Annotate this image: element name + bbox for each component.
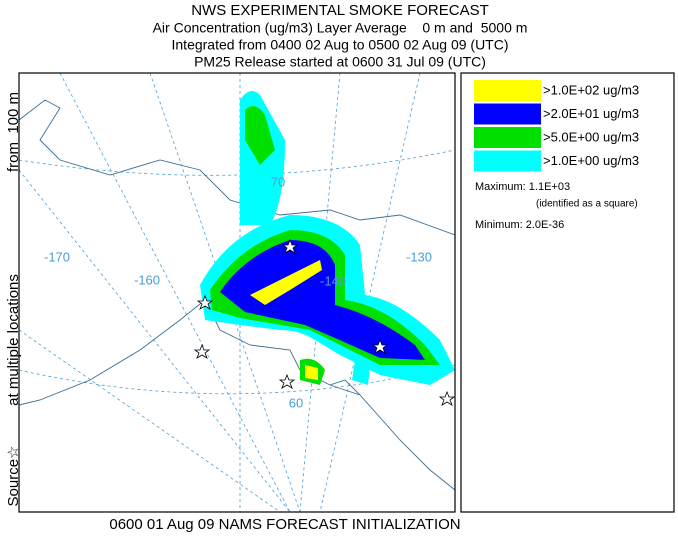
map: 70 -170 -160 -140 -130 60 [18, 72, 456, 513]
subtitle: Air Concentration (ug/m3) Layer Average … [153, 20, 528, 36]
maximum: Maximum: 1.1E+03 [475, 181, 570, 193]
legend-swatch [474, 150, 541, 172]
maximum-note: (identified as a square) [536, 199, 638, 210]
legend-swatch [474, 80, 541, 101]
plume [250, 260, 322, 305]
subtitle: PM25 Release started at 0600 31 Jul 09 (… [194, 54, 486, 70]
graticule-label: 70 [271, 174, 285, 189]
legend-label: >1.0E+02 ug/m3 [543, 82, 639, 97]
source-markers [193, 238, 455, 406]
minimum: Minimum: 2.0E-36 [475, 219, 564, 231]
side-label-part: from 100 m [5, 92, 22, 172]
legend-label: >2.0E+01 ug/m3 [543, 106, 639, 121]
plume [352, 360, 370, 385]
graticule-label: -170 [44, 249, 70, 264]
legend-frame [460, 72, 675, 513]
graticule-label: -130 [406, 249, 432, 264]
graticule-label: -160 [134, 272, 160, 287]
side-label-part: Source☆ [5, 446, 22, 507]
title: NWS EXPERIMENTAL SMOKE FORECAST [191, 2, 489, 19]
graticule [299, 73, 341, 512]
legend-swatch [474, 127, 541, 148]
plume [220, 240, 425, 360]
legend: Maximum: 1.1E+03 (identified as a square… [460, 72, 675, 513]
graticule [149, 73, 301, 512]
graticule [19, 329, 281, 512]
plume [305, 365, 318, 380]
legend-label: >1.0E+00 ug/m3 [543, 153, 639, 168]
map-frame [18, 72, 456, 513]
footer: 0600 01 Aug 09 NAMS FORECAST INITIALIZAT… [109, 516, 460, 533]
side-label: Source☆ at multiple locations from 100 m [5, 92, 22, 507]
graticule [19, 149, 455, 176]
graticule-label: 60 [289, 395, 303, 410]
graticule [59, 73, 291, 512]
subtitle: Integrated from 0400 02 Aug to 0500 02 A… [172, 37, 509, 53]
side-label-part: at multiple locations [5, 274, 22, 406]
legend-label: >5.0E+00 ug/m3 [543, 129, 639, 144]
graticule-label: -140 [320, 273, 346, 288]
plume [245, 106, 275, 165]
graticule [19, 169, 291, 512]
legend-swatch [474, 103, 541, 125]
